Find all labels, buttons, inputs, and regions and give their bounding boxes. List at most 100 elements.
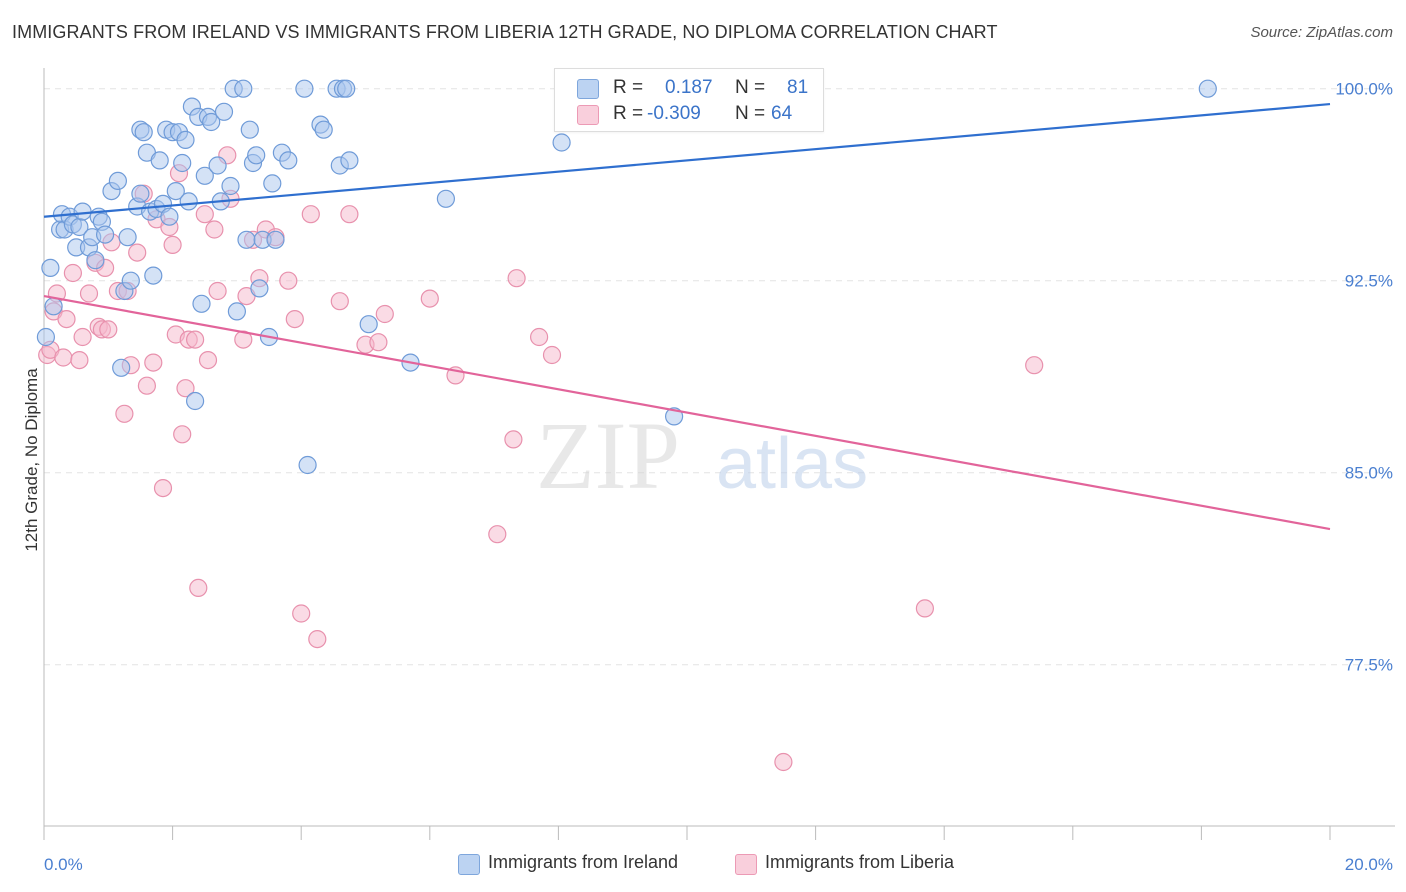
- ireland-point: [234, 79, 253, 98]
- ireland-point: [186, 391, 205, 411]
- ireland-point: [195, 166, 214, 185]
- liberia-point: [1025, 356, 1044, 375]
- legend-row-liberia: R = -0.309 N = 64: [555, 101, 823, 127]
- legend-r-value: -0.309: [647, 103, 701, 124]
- liberia-point: [340, 205, 359, 224]
- liberia-point: [205, 220, 224, 239]
- ireland-point: [108, 171, 128, 190]
- liberia-point: [189, 578, 208, 598]
- legend-r-label: R =: [613, 103, 644, 124]
- liberia-point: [308, 629, 327, 649]
- legend-n-value: 64: [771, 103, 793, 124]
- ireland-point: [118, 228, 137, 247]
- y-tick-label: 85.0%: [1345, 464, 1393, 483]
- x-tick-label: 0.0%: [44, 855, 83, 874]
- ireland-trendline: [43, 102, 1331, 218]
- ireland-point: [279, 151, 298, 170]
- liberia-point: [70, 351, 89, 370]
- liberia-point: [128, 243, 147, 262]
- ireland-point: [237, 230, 256, 249]
- ireland-point: [173, 153, 192, 173]
- ireland-point: [179, 192, 198, 211]
- ireland-point: [121, 271, 140, 290]
- ireland-point: [337, 79, 356, 98]
- x-tick-label: 20.0%: [1345, 855, 1393, 874]
- liberia-point: [198, 351, 218, 370]
- bottom-legend-ireland-label: Immigrants from Ireland: [488, 852, 679, 872]
- ireland-point: [176, 130, 195, 149]
- liberia-point: [375, 304, 394, 324]
- ireland-point: [95, 225, 115, 244]
- liberia-point: [57, 310, 76, 329]
- liberia-point: [774, 752, 793, 772]
- liberia-point: [330, 292, 349, 311]
- ireland-point: [340, 151, 359, 170]
- legend-row-ireland: R = 0.187 N = 81: [555, 75, 823, 101]
- ireland-point: [314, 120, 333, 139]
- liberia-point: [542, 345, 562, 365]
- liberia-point: [186, 330, 205, 349]
- ireland-swatch: [458, 854, 480, 875]
- liberia-point: [153, 479, 173, 498]
- liberia-point: [54, 348, 73, 367]
- ireland-point: [221, 176, 240, 196]
- legend-r-label: R =: [613, 77, 644, 98]
- ireland-point: [295, 79, 314, 98]
- liberia-point: [115, 404, 134, 423]
- gridlines: [44, 88, 1395, 666]
- ireland-point: [36, 327, 56, 347]
- trendlines: [43, 102, 1331, 531]
- tick-labels: 100.0% 92.5% 85.0% 77.5% 0.0% 20.0%: [44, 80, 1393, 874]
- ireland-point: [112, 358, 131, 377]
- axes: [43, 68, 1395, 840]
- ireland-point: [86, 251, 105, 270]
- ireland-point: [208, 156, 227, 175]
- ireland-point: [664, 407, 684, 426]
- ireland-point: [131, 184, 150, 203]
- liberia-point: [504, 430, 523, 449]
- ireland-point: [263, 174, 282, 193]
- liberia-point: [176, 379, 195, 398]
- ireland-point: [266, 230, 285, 249]
- legend-n-label: N =: [735, 103, 766, 124]
- liberia-point: [915, 599, 935, 618]
- ireland-point: [44, 297, 63, 316]
- ireland-point: [298, 455, 317, 475]
- ireland-point: [214, 102, 234, 121]
- liberia-point: [163, 235, 182, 254]
- liberia-point: [144, 353, 163, 372]
- y-tick-label: 92.5%: [1345, 272, 1393, 291]
- series-ireland-points: [36, 79, 1217, 475]
- ireland-point: [192, 294, 211, 313]
- liberia-point: [488, 525, 507, 544]
- liberia-point: [292, 604, 311, 623]
- liberia-point: [195, 205, 214, 224]
- liberia-trendline: [43, 294, 1331, 531]
- legend-n-value: 81: [787, 77, 809, 98]
- y-tick-label: 77.5%: [1345, 656, 1393, 675]
- liberia-point: [285, 310, 304, 329]
- ireland-point: [134, 123, 153, 142]
- liberia-swatch: [735, 854, 757, 875]
- liberia-point: [301, 205, 320, 224]
- liberia-point: [208, 281, 227, 301]
- bottom-legend-liberia-label: Immigrants from Liberia: [765, 852, 955, 872]
- liberia-point: [507, 269, 526, 288]
- y-tick-label: 100.0%: [1335, 80, 1393, 99]
- ireland-point: [41, 258, 60, 277]
- liberia-point: [369, 333, 388, 352]
- watermark-zip: ZIP: [536, 402, 680, 509]
- correlation-legend: R = 0.187 N = 81 R = -0.309 N = 64: [554, 68, 824, 132]
- liberia-point: [99, 320, 118, 339]
- liberia-point: [173, 425, 192, 444]
- watermark: ZIP atlas: [536, 402, 868, 509]
- ireland-point: [227, 302, 246, 321]
- chart-title: IMMIGRANTS FROM IRELAND VS IMMIGRANTS FR…: [12, 22, 998, 42]
- legend-r-value: 0.187: [665, 77, 713, 98]
- ireland-point: [160, 207, 179, 226]
- liberia-point: [79, 284, 99, 303]
- liberia-point: [420, 289, 439, 308]
- ireland-swatch: [577, 79, 599, 99]
- ireland-point: [150, 151, 169, 170]
